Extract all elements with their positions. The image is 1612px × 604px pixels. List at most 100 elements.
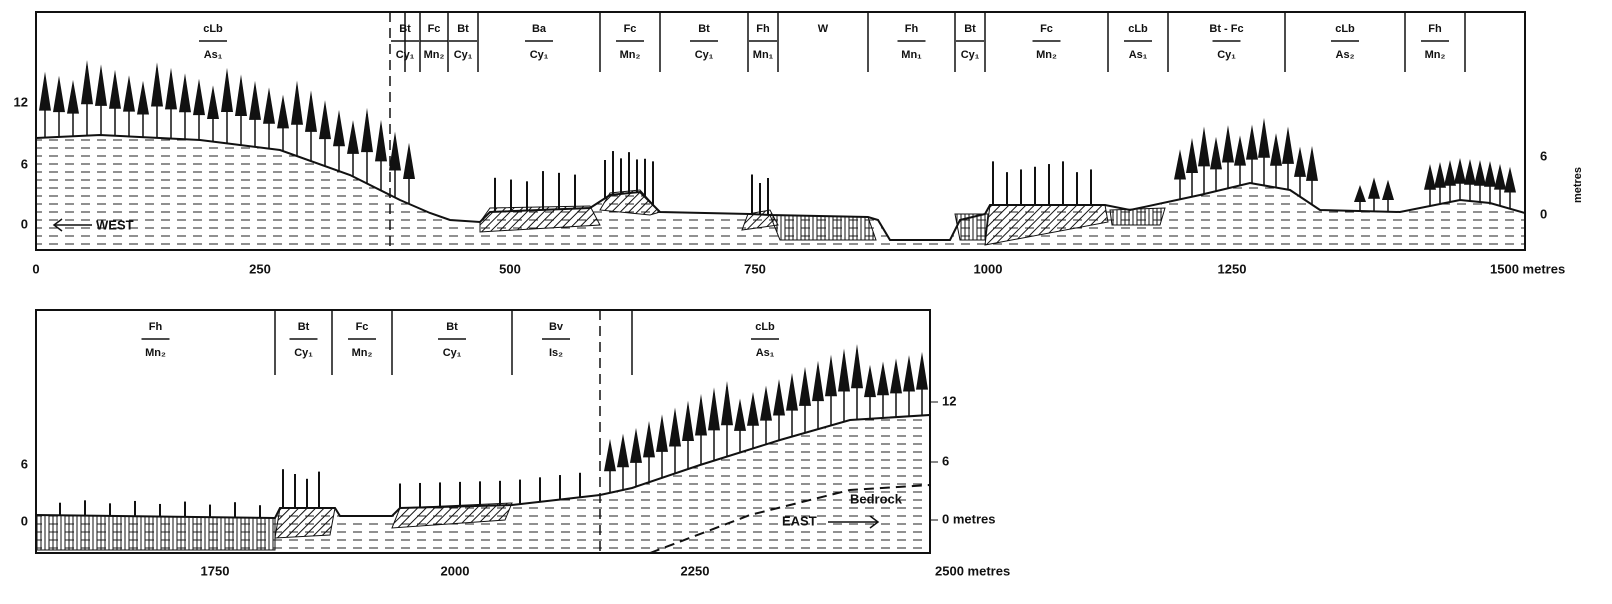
- peat-deposit: [769, 214, 877, 241]
- y-unit: metres: [1572, 167, 1584, 203]
- tree-crown: [235, 74, 247, 116]
- x-tick-label: 750: [744, 261, 766, 276]
- tree-crown: [643, 421, 655, 458]
- unit-code: cLb: [1128, 23, 1148, 35]
- unit-material: As₂: [1336, 49, 1355, 61]
- tree-crown: [1504, 166, 1516, 193]
- unit-material: Mn₂: [145, 347, 166, 359]
- x-tick-label: 2000: [441, 563, 470, 578]
- unit-material: Cy₁: [1217, 49, 1236, 61]
- tree-crown: [67, 79, 79, 114]
- tree-crown: [1382, 179, 1394, 200]
- tree-crown: [1454, 158, 1466, 184]
- unit-code: Bt: [698, 23, 710, 35]
- hatched-deposit: [984, 204, 1109, 246]
- y-tick-label: 6: [21, 456, 28, 471]
- tree-crown: [1484, 161, 1496, 187]
- tree-crown: [708, 387, 720, 431]
- y-tick-label: 6: [1540, 148, 1547, 163]
- tree-crown: [1434, 162, 1446, 188]
- tree-crown: [1186, 137, 1198, 173]
- unit-material: Mn₂: [1036, 49, 1057, 61]
- y-tick-label: 12: [942, 393, 956, 408]
- tree-crown: [1464, 159, 1476, 185]
- y-tick-label: 0: [21, 513, 28, 528]
- tree-crown: [825, 354, 837, 397]
- tree-crown: [1234, 135, 1246, 166]
- peat-deposit: [1109, 207, 1166, 226]
- tree-crown: [403, 142, 415, 180]
- unit-code: Fh: [1428, 23, 1442, 35]
- tree-crown: [347, 120, 359, 154]
- tree-crown: [1174, 149, 1186, 180]
- tree-crown: [221, 67, 233, 113]
- unit-code: Bt: [964, 23, 976, 35]
- unit-material: Cy₁: [294, 347, 313, 359]
- arrow-head: [52, 218, 63, 232]
- tree-crown: [333, 109, 345, 147]
- tree-crown: [1222, 125, 1234, 163]
- tree-crown: [1444, 160, 1456, 186]
- tree-crown: [656, 414, 668, 452]
- y-tick-label: 0: [21, 216, 28, 231]
- unit-material: Mn₂: [352, 347, 373, 359]
- unit-code: Fh: [756, 23, 770, 35]
- tree-crown: [109, 69, 121, 109]
- tree-crown: [617, 433, 629, 468]
- x-tick-label: 2250: [681, 563, 710, 578]
- x-tick-label: 250: [249, 261, 271, 276]
- tree-crown: [812, 360, 824, 402]
- tree-crown: [123, 75, 135, 112]
- tree-crown: [319, 100, 331, 140]
- tree-crown: [669, 407, 681, 447]
- tree-crown: [1474, 160, 1486, 186]
- tree-crown: [1258, 117, 1270, 158]
- tree-crown: [53, 75, 65, 113]
- tree-crown: [95, 64, 107, 106]
- tree-crown: [630, 427, 642, 463]
- unit-material: Cy₁: [961, 49, 980, 61]
- tree-crown: [207, 85, 219, 119]
- tree-crown: [1294, 146, 1306, 177]
- hatched-deposit: [479, 205, 601, 233]
- tree-crown: [695, 393, 707, 436]
- unit-material: As₁: [1129, 49, 1148, 61]
- tree-crown: [1354, 185, 1366, 202]
- tree-crown: [1198, 126, 1210, 167]
- bedrock-line: [649, 484, 931, 554]
- unit-material: Cy₁: [530, 49, 549, 61]
- tree-crown: [799, 366, 811, 406]
- tree-crown: [1246, 124, 1258, 160]
- tree-crown: [389, 131, 401, 171]
- x-tick-label: 1500 metres: [1490, 261, 1565, 276]
- tree-crown: [1306, 145, 1318, 181]
- unit-code: Fc: [428, 23, 441, 35]
- tree-crown: [1210, 136, 1222, 170]
- tree-crown: [773, 379, 785, 416]
- unit-code: W: [818, 23, 829, 35]
- x-tick-label: 2500 metres: [935, 563, 1010, 578]
- tree-crown: [864, 364, 876, 398]
- tree-crown: [721, 380, 733, 426]
- unit-code: Fh: [905, 23, 919, 35]
- x-tick-label: 0: [32, 261, 39, 276]
- tree-crown: [249, 80, 261, 120]
- tree-crown: [137, 80, 149, 115]
- unit-material: Mn₁: [901, 49, 922, 61]
- tree-crown: [682, 400, 694, 441]
- unit-code: Bt: [457, 23, 469, 35]
- y-tick-label: 6: [21, 156, 28, 171]
- unit-code: Fh: [149, 321, 163, 333]
- unit-material: As₁: [756, 347, 775, 359]
- unit-material: Mn₂: [620, 49, 641, 61]
- tree-crown: [890, 358, 902, 394]
- tree-crown: [291, 80, 303, 125]
- tree-crown: [39, 71, 51, 111]
- tree-crown: [81, 60, 93, 105]
- tree-crown: [1282, 126, 1294, 164]
- drawing: cLb As₁ Bt Cy₁ Fc Mn₂ Bt Cy₁ Ba Cy₁ Fc Mn₂ Bt Cy₁ Fh Mn…: [14, 12, 1584, 578]
- tree-crown: [193, 78, 205, 116]
- unit-code: cLb: [1335, 23, 1355, 35]
- tree-crown: [151, 62, 163, 107]
